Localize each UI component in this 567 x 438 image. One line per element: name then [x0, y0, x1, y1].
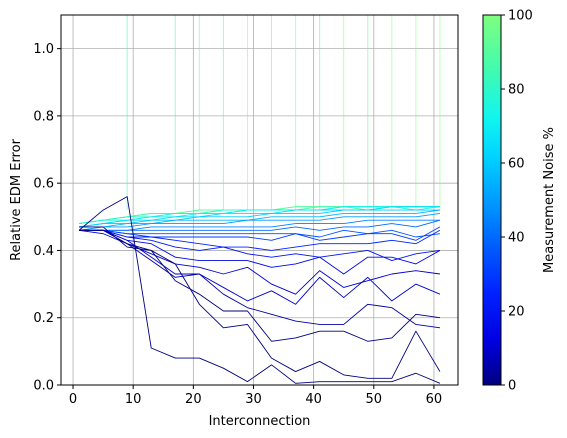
series-line	[79, 219, 440, 231]
series-line	[78, 209, 440, 228]
series-line	[79, 229, 441, 275]
series-line	[78, 206, 440, 228]
x-tick-label: 0	[69, 392, 77, 407]
series-line	[79, 229, 441, 342]
colorbar	[482, 14, 502, 386]
y-tick-label: 0.4	[33, 244, 54, 259]
colorbar-tick-label: 0	[508, 379, 516, 394]
noise-spikes	[126, 15, 441, 211]
series-line	[79, 229, 441, 261]
series-line	[79, 226, 441, 379]
y-tick-label: 0.8	[33, 109, 54, 124]
x-axis-label: Interconnection	[209, 414, 311, 429]
colorbar-tick-label: 40	[508, 231, 525, 246]
colorbar-tick-label: 20	[508, 305, 525, 320]
colorbar-tick-label: 80	[508, 83, 525, 98]
x-tick-label: 40	[305, 392, 322, 407]
series-line	[78, 206, 440, 228]
series-line	[78, 196, 441, 384]
plot-frame	[60, 14, 459, 386]
y-axis-label: Relative EDM Error	[9, 138, 24, 260]
y-tick-label: 0.2	[33, 311, 54, 326]
colorbar-label: Measurement Noise %	[542, 127, 557, 273]
x-tick-label: 60	[426, 392, 443, 407]
colorbar-tick-label: 100	[508, 9, 533, 24]
y-axis-ticks: 0.0 0.2 0.4 0.6 0.8 1.0	[33, 42, 61, 394]
x-tick-label: 50	[366, 392, 383, 407]
x-axis-ticks: 0 10 20 30 40 50 60	[69, 385, 442, 407]
series-line	[78, 213, 441, 231]
x-tick-label: 20	[185, 392, 202, 407]
y-tick-label: 1.0	[33, 42, 54, 57]
series-line	[79, 226, 441, 241]
series-line	[79, 209, 441, 228]
x-tick-label: 10	[125, 392, 142, 407]
x-tick-label: 30	[245, 392, 262, 407]
series-line	[79, 229, 441, 251]
series-line	[79, 219, 441, 231]
colorbar-tick-label: 60	[508, 157, 525, 172]
y-tick-label: 0.0	[33, 379, 54, 394]
colorbar-ticks: 0 20 40 60 80 100	[501, 9, 533, 394]
y-tick-label: 0.6	[33, 177, 54, 192]
series-line	[79, 229, 441, 329]
series-lines	[78, 196, 441, 384]
series-line	[79, 229, 441, 238]
